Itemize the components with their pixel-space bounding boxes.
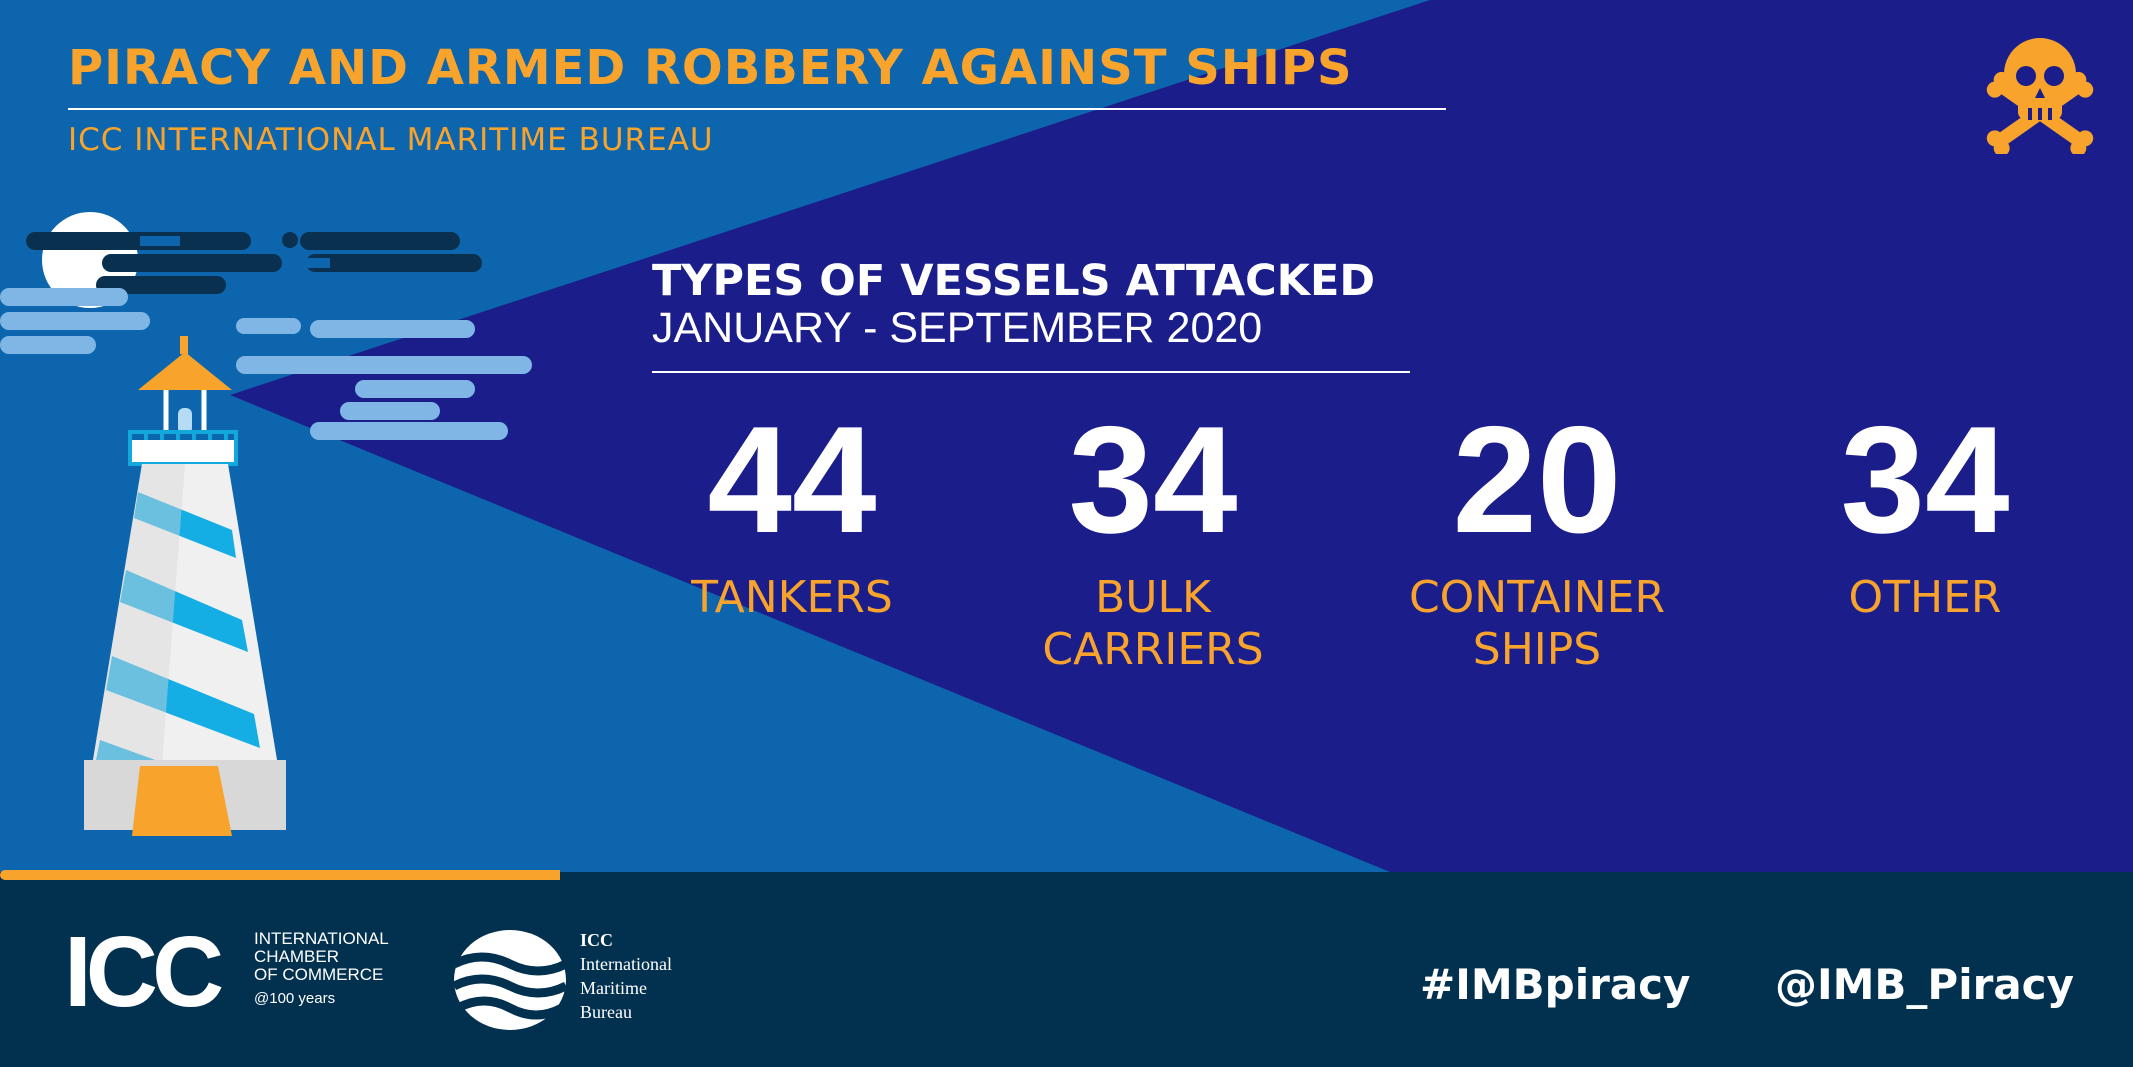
page-subtitle: ICC INTERNATIONAL MARITIME BUREAU <box>68 122 714 158</box>
stat-container-ships: 20 CONTAINER SHIPS <box>1367 400 1707 676</box>
lighthouse-icon <box>0 212 560 880</box>
stat-bulk-carriers: 34 BULK CARRIERS <box>983 400 1323 676</box>
stat-label: OTHER <box>1848 572 2002 623</box>
lighthouse-door <box>132 766 232 836</box>
icc-logo[interactable]: ICC INTERNATIONAL CHAMBER OF COMMERCE @1… <box>64 920 404 1030</box>
section-divider <box>652 371 1410 373</box>
stat-label: CARRIERS <box>1042 624 1264 675</box>
stat-label: SHIPS <box>1472 624 1602 675</box>
imb-logo[interactable]: ICC International Maritime Bureau <box>452 926 702 1036</box>
dark-cloud-icon <box>26 232 482 294</box>
background-light-panel <box>0 0 1430 872</box>
section-title: TYPES OF VESSELS ATTACKED <box>652 256 1376 306</box>
stat-label: TANKERS <box>691 572 893 623</box>
stat-value: 34 <box>1068 395 1238 565</box>
stat-value: 34 <box>1840 395 2010 565</box>
stat-label: CONTAINER <box>1408 572 1666 623</box>
page-title: PIRACY AND ARMED ROBBERY AGAINST SHIPS <box>68 40 1353 96</box>
imb-logo-text: ICC International Maritime Bureau <box>580 930 672 1022</box>
stat-other: 34 OTHER <box>1755 400 2095 624</box>
icc-wordmark: ICC <box>64 916 224 1028</box>
icc-anniversary-badge: @100 years <box>254 990 336 1007</box>
stat-tankers: 44 TANKERS <box>622 400 962 624</box>
lighthouse-roof <box>138 352 232 390</box>
ground-line <box>0 870 560 880</box>
stat-label: BULK <box>1095 572 1211 623</box>
light-cloud-icon <box>0 288 532 440</box>
title-divider <box>68 108 1446 110</box>
hashtag-link[interactable]: #IMBpiracy <box>1420 960 1691 1009</box>
skull-crossbones-icon <box>1986 38 2094 154</box>
stat-value: 20 <box>1452 395 1622 565</box>
stat-value: 44 <box>707 395 877 565</box>
footer-bar <box>0 872 2133 1067</box>
imb-wave-icon <box>452 930 568 1030</box>
twitter-handle-link[interactable]: @IMB_Piracy <box>1775 960 2074 1009</box>
section-period: JANUARY - SEPTEMBER 2020 <box>652 304 1263 352</box>
icc-logo-text: INTERNATIONAL CHAMBER OF COMMERCE @100 y… <box>254 929 389 1008</box>
